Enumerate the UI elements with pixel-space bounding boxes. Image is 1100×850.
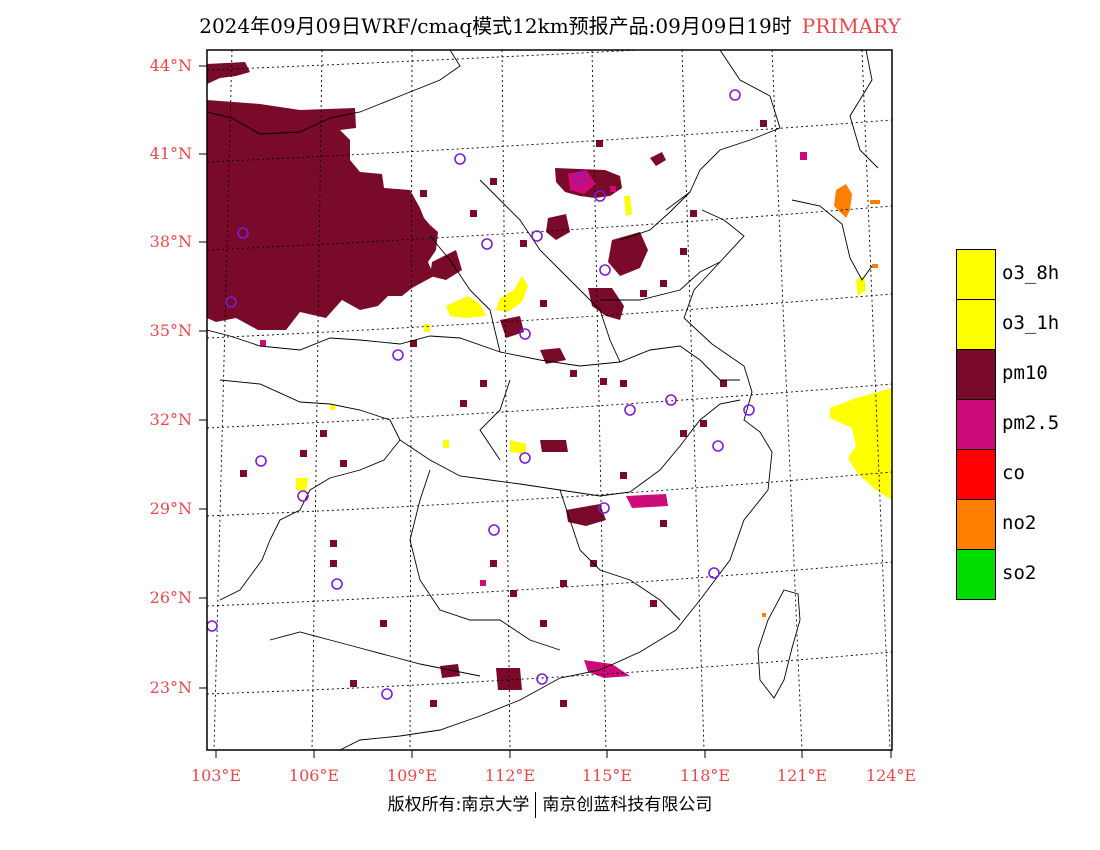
footer-divider — [535, 792, 537, 818]
copyright-right: 南京创蓝科技有限公司 — [542, 795, 713, 815]
legend-label: o3_8h — [1002, 262, 1060, 284]
lat-label-35: 35°N — [149, 321, 192, 340]
pm10-field — [207, 62, 666, 690]
longitude-gridlines — [213, 50, 891, 750]
legend-label: co — [1002, 462, 1025, 484]
lon-label-106: 106°E — [288, 766, 340, 785]
station-markers — [207, 89, 755, 700]
legend-label: pm2.5 — [1002, 412, 1060, 434]
legend-swatch — [956, 349, 996, 400]
legend-swatch — [956, 399, 996, 450]
lat-label-32: 32°N — [149, 410, 192, 429]
legend-label: so2 — [1002, 562, 1037, 584]
copyright-footer: 版权所有:南京大学 南京创蓝科技有限公司 — [0, 790, 1100, 818]
legend-label: pm10 — [1002, 362, 1048, 384]
lon-label-124: 124°E — [865, 766, 917, 785]
legend-swatch — [956, 499, 996, 550]
title-tag: PRIMARY — [801, 14, 901, 38]
lat-label-38: 38°N — [149, 232, 192, 251]
lat-label-41: 41°N — [149, 144, 192, 163]
lon-label-103: 103°E — [190, 766, 242, 785]
legend-label: no2 — [1002, 512, 1037, 534]
boundary-lines — [207, 50, 879, 750]
map-frame — [206, 49, 893, 751]
lon-label-118: 118°E — [679, 766, 731, 785]
legend-swatch — [956, 299, 996, 350]
lon-label-112: 112°E — [484, 766, 536, 785]
lon-label-121: 121°E — [776, 766, 828, 785]
legend-swatch — [956, 449, 996, 500]
legend-swatch — [956, 549, 996, 600]
lat-label-29: 29°N — [149, 499, 192, 518]
lon-label-109: 109°E — [386, 766, 438, 785]
lon-label-115: 115°E — [581, 766, 633, 785]
lat-label-44: 44°N — [149, 56, 192, 75]
title-text: 2024年09月09日WRF/cmaq模式12km预报产品:09月09日19时 — [199, 14, 792, 38]
lat-label-23: 23°N — [149, 678, 192, 697]
lat-label-26: 26°N — [149, 588, 192, 607]
legend-label: o3_1h — [1002, 312, 1060, 334]
legend-swatch — [956, 249, 996, 300]
axis-ticks — [199, 65, 892, 758]
copyright-left: 版权所有:南京大学 — [387, 795, 530, 815]
map-title: 2024年09月09日WRF/cmaq模式12km预报产品:09月09日19时 P… — [0, 10, 1100, 39]
pm10-cells — [240, 120, 767, 707]
